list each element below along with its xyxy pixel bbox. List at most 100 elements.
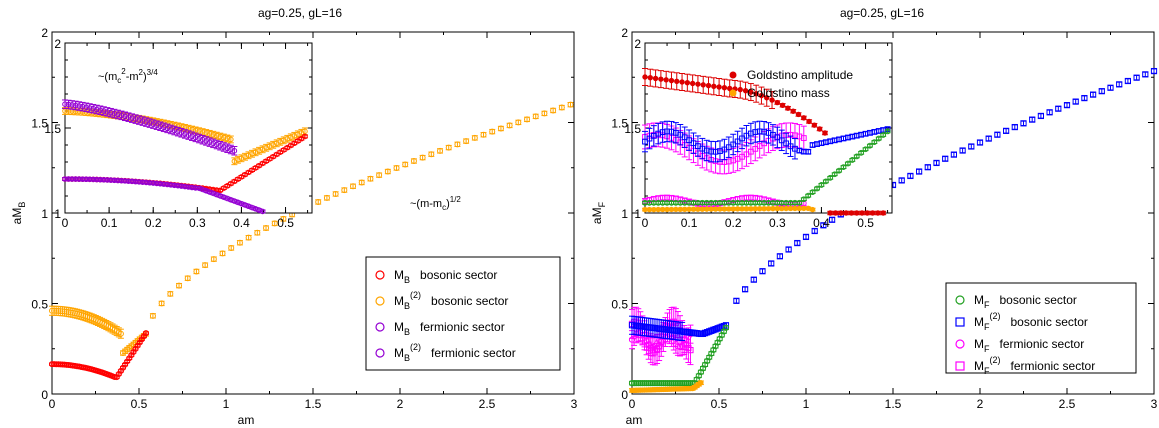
right-main-mf-bosonic-point [630,380,638,387]
left-inset-x-tick-label: 0.2 [145,216,162,230]
left-inset-mb2-fermionic-point [139,118,146,124]
right-inset-mf2-bosonic-point [681,134,688,141]
right-main-mf-bosonic-point [662,380,669,387]
left-inset-x-tick-label: 0.5 [277,216,294,230]
right-main-mf2-bosonic-point [716,324,723,331]
right-main-mf-bosonic-point [660,380,667,387]
right-main-mf2-bosonic-large-point [1037,112,1045,120]
right-main-mf2-bosonic-large-point [1107,84,1114,91]
left-main-mb2-bosonic-large-point [184,275,191,282]
left-title: ag=0.25, gL=16 [258,6,342,20]
left-inset-mb2-bosonic-point [302,128,308,135]
left-main-mb2-bosonic-large-point [419,154,426,161]
right-inset-mf-bosonic-point [840,164,847,171]
right-x-tick-label: 1.5 [885,397,902,411]
left-main-mb2-bosonic-large-point [176,282,183,289]
right-inset-mf-bosonic-point [836,167,842,174]
left-inset-mb2-fermionic-point [104,109,111,115]
right-main-mf2-bosonic-point [699,330,707,337]
right-main-mf-bosonic-point [670,380,677,387]
left-main-mb2-bosonic-large-point [480,131,487,138]
right-main-mf2-bosonic-large-point [950,151,957,158]
left-inset-mb-fermionic-point [143,179,149,186]
left-main-mb2-bosonic-large-point [532,113,539,120]
right-inset-goldstino-amplitude-point [880,210,886,216]
left-main-mb2-bosonic-large-point [254,229,261,236]
right-legend-entry-2-label: MF fermionic sector [974,337,1084,354]
right-inset-mf2-bosonic-point [805,148,812,155]
left-main-mb2-bosonic-large-point [263,225,270,232]
left-inset-mb-fermionic-point [175,182,181,189]
left-inset-mb-fermionic-point [115,177,121,184]
right-main-mf2-bosonic-large-point [811,227,818,235]
left-inset-mb-fermionic-point [153,180,160,187]
left-main-mb2-bosonic-large-point [541,110,548,117]
left-inset-mb2-fermionic-point [69,102,75,108]
left-inset-mb2-fermionic-point [115,111,121,118]
left-main-mb2-bosonic-large-point [567,101,574,108]
left-main-mb2-bosonic-large-point [149,312,156,319]
left-inset-mb2-bosonic-point [224,135,231,142]
right-main-mf-bosonic-point [722,324,730,331]
left-inset-mb2-fermionic-point [132,116,139,122]
left-main-mb2-bosonic-large-point [524,116,531,123]
right-main-mf2-bosonic-large-point [933,159,940,167]
right-inset-goldstino-amplitude-point [726,85,733,92]
right-x-tick-label: 0 [629,397,636,411]
right-inset-legend-label-0: Goldstino amplitude [747,68,853,82]
left-legend-entry-3-marker [375,348,385,358]
right-inset-goldstino-amplitude-point [859,210,865,216]
right-main-mf2-bosonic-large-point [802,233,810,241]
right-inset-y-tick-label: 1 [634,207,641,221]
left-legend-entry-2-label: MB fermionic sector [394,320,505,337]
right-main-mf2-bosonic-large-point [1090,91,1097,98]
right-main-mf2-bosonic-large-point [959,147,966,154]
left-inset-mb2-bosonic-point [217,133,224,140]
left-inset-mb-fermionic-point [185,184,192,190]
left-inset-mb-fermionic-point [150,180,157,186]
left-inset-annotation: ~(mc2-m2)3/4 [98,67,158,85]
left-main-mb2-bosonic-large-point [454,141,461,148]
right-main-mf2-bosonic-large-point [1003,127,1010,134]
left-main-mb2-bosonic-large-point [358,179,365,186]
left-inset-mb-fermionic-point [93,176,100,183]
right-inset-legend-marker-0 [729,71,737,79]
left-inset-mb-fermionic-point [139,179,146,185]
left-inset-mb2-bosonic-point [196,128,202,135]
left-main-mb2-bosonic-large-point [506,122,513,129]
left-main-mb2-bosonic-large-point [558,104,565,111]
left-inset-mb2-fermionic-point [125,114,132,121]
left-inset-mb2-fermionic-point [97,107,104,114]
left-inset-mb2-fermionic-point [83,104,89,111]
left-inset-mb2-fermionic-point [143,119,149,125]
right-legend-entry-1-label: MF(2) bosonic sector [974,311,1088,332]
right-inset-mf2-bosonic-point [778,137,785,144]
right-main-mf2-bosonic-large-point [898,177,905,184]
right-inset-goldstino-amplitude-point [668,77,675,84]
right-main-mf-bosonic-point [637,380,644,387]
left-inset-mb-fermionic-point [76,176,82,182]
right-main-mf2-bosonic-large-point [1063,102,1071,109]
right-main-mf2-bosonic-point [706,328,713,335]
right-inset-y-tick-label: 1.5 [624,122,641,136]
left-inset-mb2-fermionic-point [108,109,114,116]
right-main-mf-bosonic-point [656,380,663,387]
right-main-mf-bosonic-point [668,380,675,387]
right-inset-goldstino-amplitude-point [832,210,839,216]
left-inset-mb2-fermionic-point [224,145,231,152]
left-legend-box [365,256,561,371]
right-main-mf-bosonic-point [651,380,659,387]
left-inset-mb2-fermionic-point [72,102,79,109]
left-inset-mb2-bosonic-point [213,132,220,139]
right-inset-mf2-fermionic-point [800,135,807,141]
left-axis-ticks: 0 0.5 1 1.5 2 2.5 3 0 0.5 1 1.5 2 [31,26,577,411]
left-x-tick-label: 0.5 [131,397,148,411]
left-inset-mb-fermionic-point [132,178,139,185]
left-inset-x-tick-label: 0.1 [101,216,118,230]
right-inset-goldstino-amplitude-point [721,85,728,91]
right-inset-mf-bosonic-point [809,189,816,195]
left-inset-mb2-fermionic-point [213,141,220,148]
right-main-mf2-bosonic-large-point [768,260,775,267]
right-inset-x-tick-label: 0 [642,216,649,230]
